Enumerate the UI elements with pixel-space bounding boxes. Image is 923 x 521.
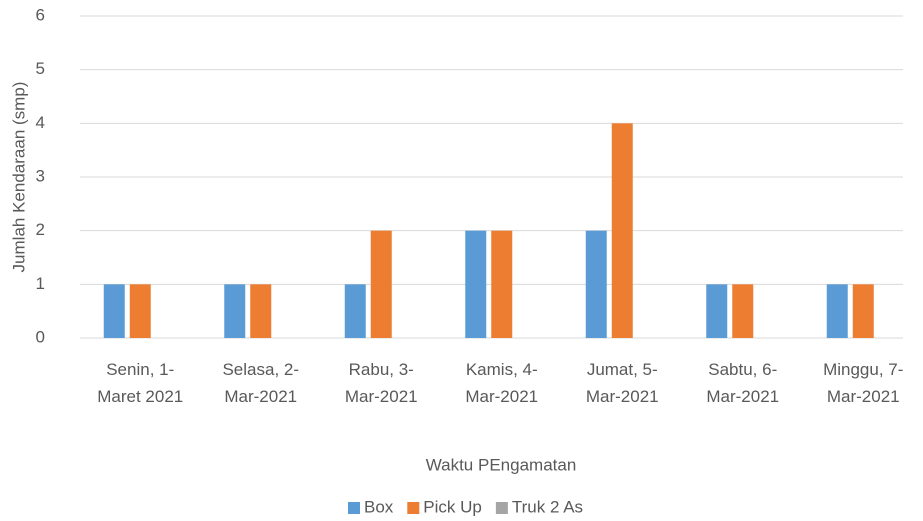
y-tick-label: 1 xyxy=(36,274,45,293)
y-axis-title: Jumlah Kendaraan (smp) xyxy=(9,82,28,273)
bar xyxy=(611,123,633,338)
x-tick-label: Jumat, 5- Mar-2021 xyxy=(585,360,659,406)
bar xyxy=(129,284,151,338)
legend-swatch xyxy=(407,502,420,514)
bar xyxy=(852,284,874,338)
legend-swatch xyxy=(495,502,508,514)
legend-label: Box xyxy=(364,497,394,516)
x-tick-label: Selasa, 2- Mar-2021 xyxy=(222,360,300,406)
y-tick-label: 2 xyxy=(36,220,45,239)
bar xyxy=(585,230,607,338)
legend-label: Pick Up xyxy=(423,497,482,516)
bar xyxy=(706,284,728,338)
legend-label: Truk 2 As xyxy=(512,497,583,516)
bar xyxy=(732,284,754,338)
bar xyxy=(826,284,848,338)
x-axis-title: Waktu PEngamatan xyxy=(426,455,577,474)
y-tick-label: 6 xyxy=(36,5,45,24)
x-tick-label: Minggu, 7- Mar-2021 xyxy=(823,360,904,406)
x-tick-label: Sabtu, 6- Mar-2021 xyxy=(706,360,780,406)
y-tick-label: 0 xyxy=(36,327,45,346)
legend-swatch xyxy=(348,502,360,514)
x-tick-label: Kamis, 4- Mar-2021 xyxy=(465,360,539,406)
bar xyxy=(491,230,513,338)
bar xyxy=(103,284,125,338)
bar xyxy=(224,284,246,338)
bar xyxy=(344,284,366,338)
bar xyxy=(370,230,392,338)
y-tick-label: 5 xyxy=(36,59,45,78)
y-tick-label: 4 xyxy=(36,113,45,132)
x-tick-label: Senin, 1- Maret 2021 xyxy=(97,360,184,406)
y-tick-label: 3 xyxy=(36,166,45,185)
bar xyxy=(250,284,272,338)
x-tick-label: Rabu, 3- Mar-2021 xyxy=(344,360,418,406)
bar xyxy=(465,230,487,338)
